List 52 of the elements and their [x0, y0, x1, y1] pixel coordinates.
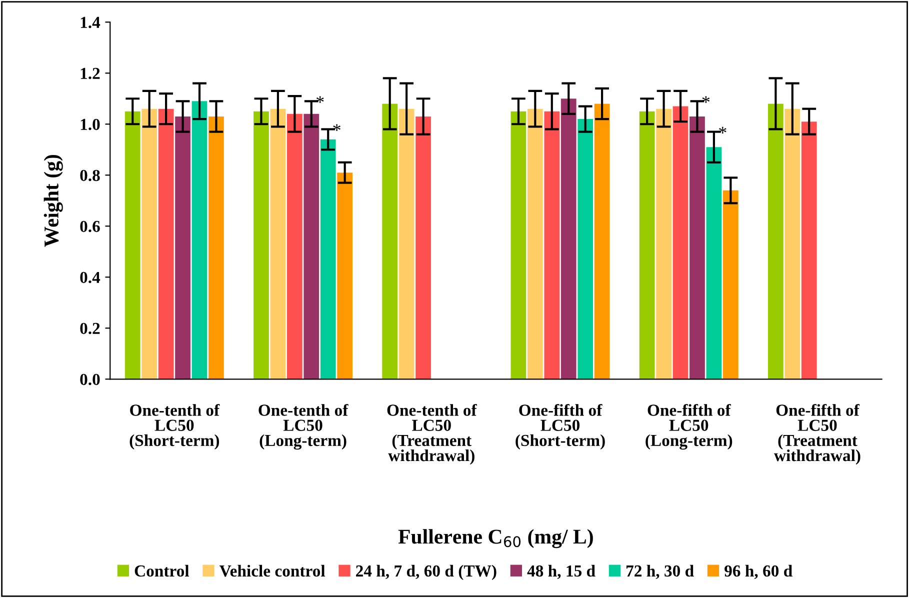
y-tick-label: 0.0	[80, 374, 100, 386]
bar	[286, 114, 302, 380]
x-tick-label: One-fifth of LC50 (Short-term)	[516, 404, 605, 450]
x-tick-label: One-tenth of LC50 (Short-term)	[130, 404, 220, 450]
bar	[690, 116, 705, 380]
bar	[722, 190, 738, 380]
legend-label: Vehicle control	[219, 564, 326, 577]
bar	[142, 108, 158, 380]
y-tick-label: 0.2	[80, 322, 100, 334]
x-axis-title: Fullerene C$_{60}$ (mg/ L)	[398, 529, 593, 548]
bar	[208, 116, 224, 380]
bar	[337, 172, 353, 380]
y-axis-title: Weight (g)	[44, 154, 63, 247]
bar	[192, 101, 208, 380]
bar	[320, 139, 336, 380]
y-tick-label: 1.4	[80, 16, 100, 28]
x-tick-label: One-tenth of LC50 (Long-term)	[258, 404, 348, 450]
bar	[510, 111, 526, 380]
legend-label: Control	[134, 564, 190, 577]
bar	[594, 104, 610, 380]
bar	[639, 111, 655, 380]
y-tick-label: 1.0	[80, 118, 100, 130]
bar	[382, 104, 398, 380]
legend-label: 48 h, 15 d	[527, 564, 596, 580]
bar	[801, 122, 817, 380]
bar	[254, 111, 269, 380]
bar	[175, 116, 190, 380]
bar	[544, 111, 560, 380]
bar	[398, 108, 414, 380]
y-tick-label: 1.2	[80, 68, 100, 80]
bar	[706, 147, 722, 380]
bar	[158, 108, 174, 380]
bar	[560, 98, 576, 380]
y-tick-label: 0.6	[80, 220, 100, 232]
bar	[270, 108, 286, 380]
bar	[304, 114, 320, 380]
y-tick-label: 0.4	[80, 272, 100, 284]
x-tick-label: One-fifth of LC50 (Long-term)	[646, 404, 732, 450]
legend-label: 96 h, 60 d	[724, 564, 792, 580]
y-tick-label: 0.8	[80, 170, 100, 182]
bar	[416, 116, 431, 380]
x-tick-label: One-tenth of LC50 (Treatment withdrawal)	[387, 404, 477, 465]
legend-label: 72 h, 30 d	[626, 564, 694, 580]
bar	[124, 111, 140, 380]
x-tick-label: One-fifth of LC50 (Treatment withdrawal)	[774, 404, 860, 465]
legend-label: 24 h, 7 d, 60 d (TW)	[356, 564, 496, 580]
bar	[672, 106, 688, 380]
bar	[527, 108, 543, 380]
bar	[784, 108, 800, 380]
bar	[656, 108, 672, 380]
bar	[578, 119, 594, 380]
bar	[768, 104, 784, 380]
